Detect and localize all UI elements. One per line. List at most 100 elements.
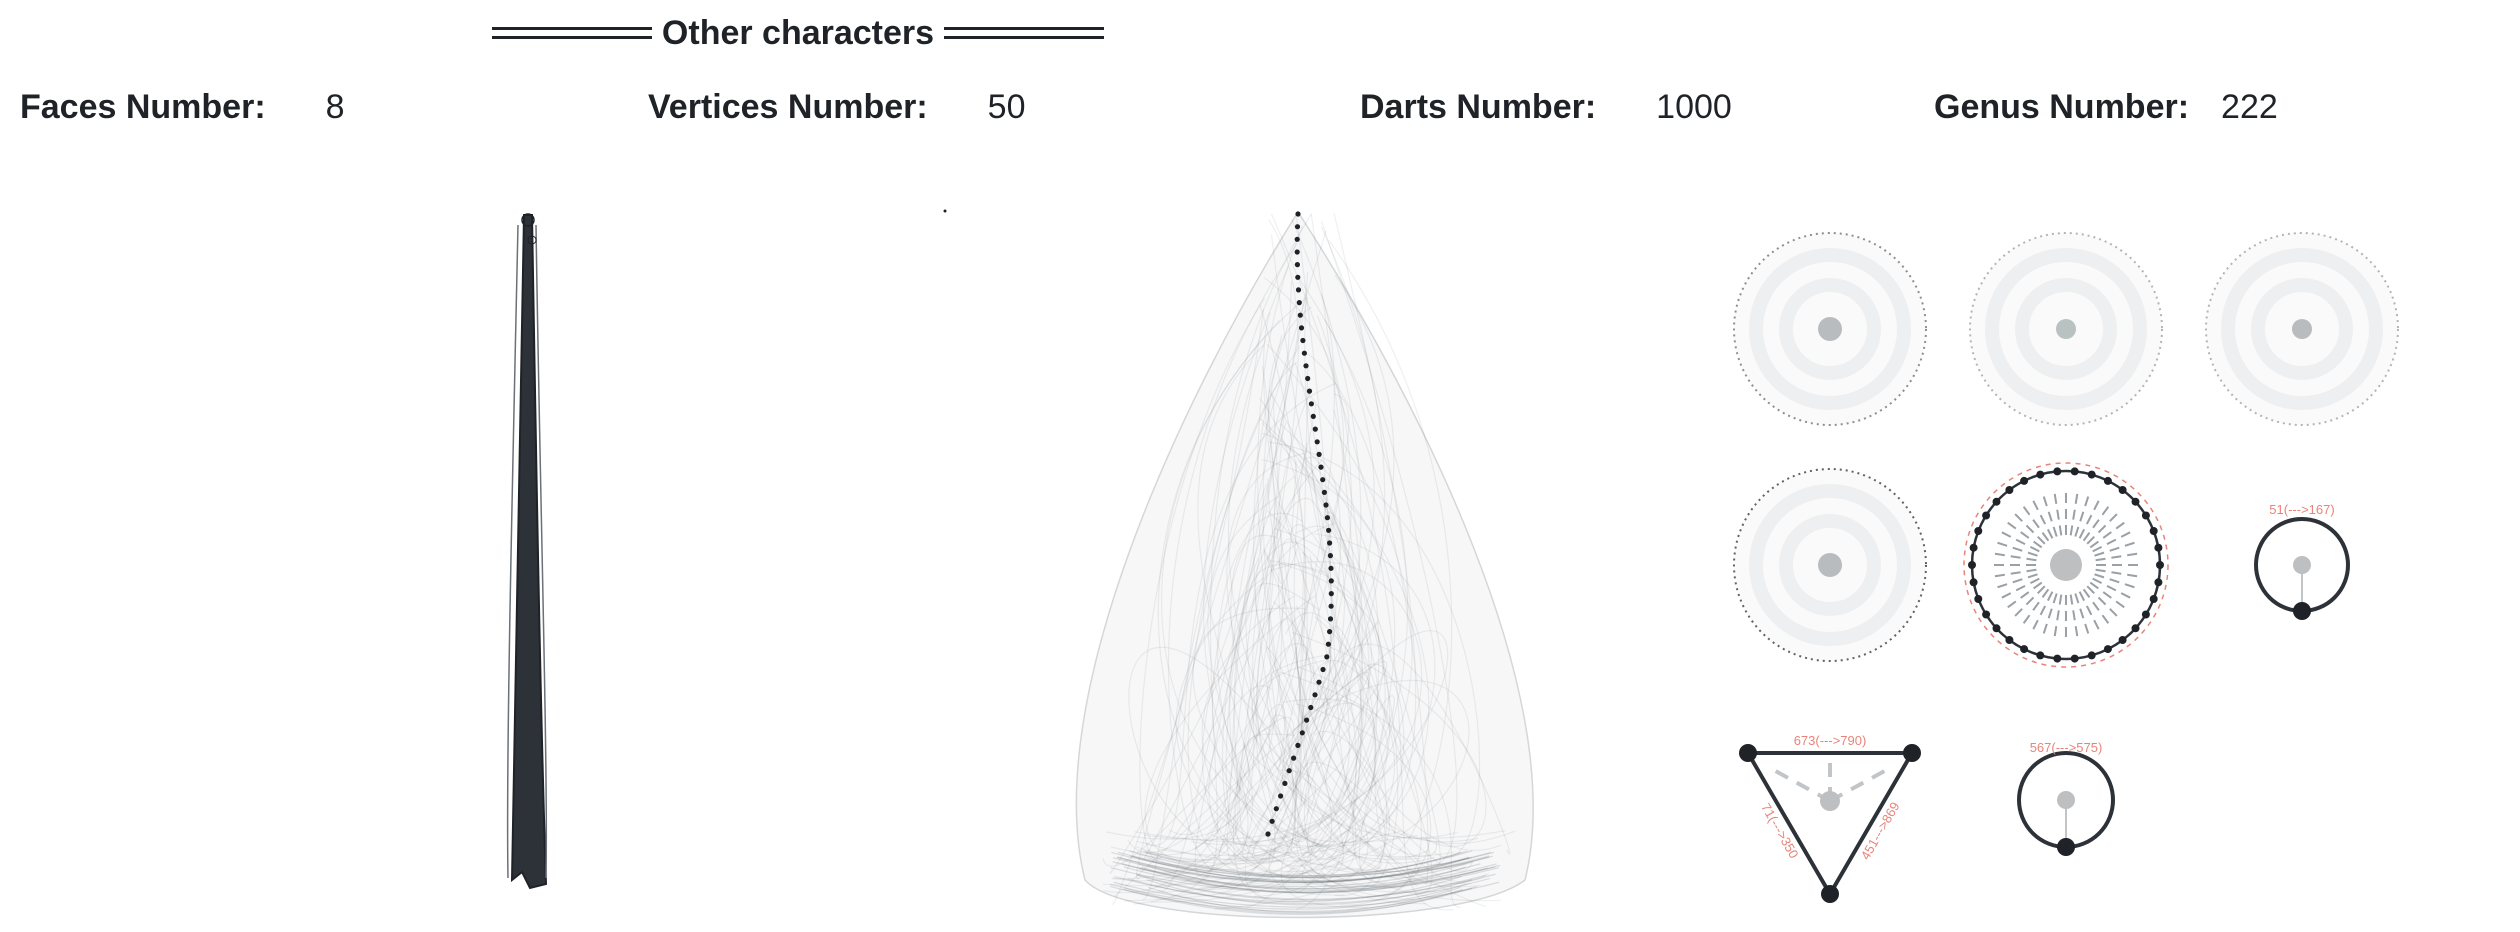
wheel-dart — [2020, 588, 2050, 628]
teardrop-vertex — [1286, 768, 1292, 774]
darts-label: Darts Number: — [1360, 88, 1597, 126]
section-title: Other characters — [661, 13, 935, 52]
teardrop-edge — [1208, 685, 1341, 880]
teardrop-vertex — [1327, 540, 1333, 546]
teardrop-edge — [1158, 541, 1330, 892]
wheel-vertex — [2154, 543, 2163, 552]
teardrop-edge — [1215, 312, 1303, 870]
teardrop-edge — [1269, 663, 1405, 873]
teardrop-edge — [1301, 393, 1471, 884]
teardrop-edge — [1279, 769, 1368, 909]
teardrop-edge — [1146, 879, 1473, 906]
teardrop-edge — [1102, 335, 1294, 887]
teardrop-edge — [1234, 703, 1288, 857]
wheel-dart — [2069, 489, 2079, 536]
wheel-dart — [2030, 591, 2054, 634]
teardrop-edges — [1102, 212, 1516, 915]
wheel-dart — [2092, 577, 2135, 601]
teardrop-edge — [1172, 277, 1345, 840]
teardrop-edge — [1105, 742, 1283, 840]
teardrop-vertex — [1312, 692, 1318, 698]
wheel-vertex — [2103, 476, 2112, 485]
teardrop-edge — [1270, 213, 1454, 911]
teardrop-vertex — [1295, 742, 1301, 749]
wheel-vertex — [2141, 610, 2150, 619]
teardrop-vertex — [1273, 806, 1279, 812]
teardrop-edge — [1266, 647, 1333, 867]
genus-value: 222 — [2221, 88, 2278, 126]
teardrop-vertex — [1321, 489, 1327, 495]
wheel-dart — [2082, 588, 2112, 628]
collapsed-embedding — [506, 213, 548, 890]
teardrop-edge — [1160, 626, 1363, 856]
teardrop-edge — [1102, 717, 1295, 867]
teardrop-edge — [1148, 886, 1461, 914]
teardrop-edge — [1309, 446, 1433, 894]
wheel-dart — [2078, 496, 2102, 539]
teardrop-edge — [1136, 458, 1323, 861]
teardrop-vertex — [1312, 426, 1318, 432]
right-double-rule — [944, 27, 1105, 39]
teardrop-edge — [1268, 389, 1435, 864]
teardrop-edge — [1308, 353, 1429, 885]
teardrop-edge — [1309, 555, 1490, 883]
teardrop-vertex — [1324, 654, 1330, 660]
wheel-dart — [2095, 552, 2142, 562]
teardrop-vertex — [1327, 616, 1334, 622]
teardrop-edge — [1112, 861, 1474, 888]
teardrop-vertex — [1295, 287, 1302, 293]
teardrop-edge — [1192, 607, 1307, 843]
wheel-vertex — [2070, 467, 2079, 476]
wheel-dart — [2078, 591, 2102, 634]
teardrop-vertex — [1318, 464, 1324, 470]
teardrop-edge — [1301, 213, 1362, 866]
wheel-dart — [1997, 577, 2040, 601]
teardrop-edge — [1292, 631, 1487, 848]
teardrop-edge — [1216, 512, 1421, 861]
teardrop-edge — [1286, 364, 1309, 855]
teardrop-edge — [1109, 885, 1477, 913]
teardrop-vertex — [1314, 439, 1320, 445]
teardrop-edge — [1144, 595, 1316, 863]
wheel-vertex — [2156, 561, 2164, 569]
section-header: Other characters — [0, 8, 1596, 58]
teardrop-embedding — [1075, 210, 1534, 919]
teardrop-edge — [1218, 318, 1375, 866]
teardrop-edge — [1201, 558, 1424, 888]
teardrop-vertex — [1328, 591, 1334, 597]
wheel-dart — [2086, 585, 2121, 620]
teardrop-edge — [1124, 887, 1473, 914]
teardrop-edge — [1155, 562, 1384, 888]
teardrop-edge — [1268, 389, 1399, 888]
teardrop-edge — [1117, 851, 1495, 878]
teardrop-vertex — [1324, 515, 1330, 521]
wheel-dart — [2089, 519, 2129, 549]
teardrop-edge — [1113, 881, 1500, 908]
wheel-vertex — [2005, 486, 2014, 494]
teardrop-edge — [1111, 851, 1492, 879]
face-thumbnail-2 — [1969, 232, 2163, 426]
teardrop-edge — [1110, 297, 1309, 856]
teardrop-edge — [1205, 679, 1470, 880]
teardrop-edge — [1112, 857, 1470, 884]
teardrop-edge — [1109, 883, 1467, 910]
teardrop-edge — [1313, 643, 1511, 855]
teardrop-edge — [1103, 460, 1297, 894]
wheel-vertex — [2036, 651, 2045, 660]
wheel-dart — [2086, 510, 2121, 545]
teardrop-vertex — [1282, 780, 1288, 787]
teardrop-vertex — [1294, 249, 1300, 255]
teardrop-edge — [1196, 506, 1386, 887]
teardrop-vertex — [1294, 224, 1301, 230]
teardrop-edge — [1281, 525, 1385, 847]
teardrop-vertices — [1265, 211, 1334, 837]
wheel-vertex — [2131, 497, 2140, 506]
teardrop-edge — [1289, 621, 1405, 888]
teardrop-edge — [1263, 548, 1357, 871]
teardrop-edge — [1225, 475, 1296, 846]
teardrop-edge — [1138, 863, 1497, 890]
wheel-vertex — [2070, 654, 2079, 663]
wheel-vertex — [2149, 527, 2158, 535]
teardrop-vertex — [1299, 730, 1305, 736]
teardrop-edge — [1141, 866, 1466, 893]
